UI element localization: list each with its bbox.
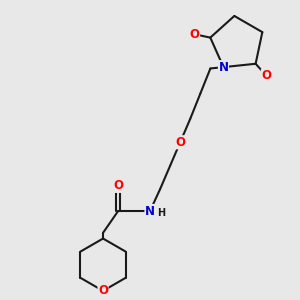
Text: O: O (261, 69, 272, 82)
Text: O: O (98, 284, 108, 297)
Text: O: O (175, 136, 185, 149)
Text: O: O (190, 28, 200, 41)
Text: N: N (145, 205, 155, 218)
Text: H: H (157, 208, 165, 218)
Text: O: O (113, 179, 123, 192)
Text: N: N (218, 61, 229, 74)
